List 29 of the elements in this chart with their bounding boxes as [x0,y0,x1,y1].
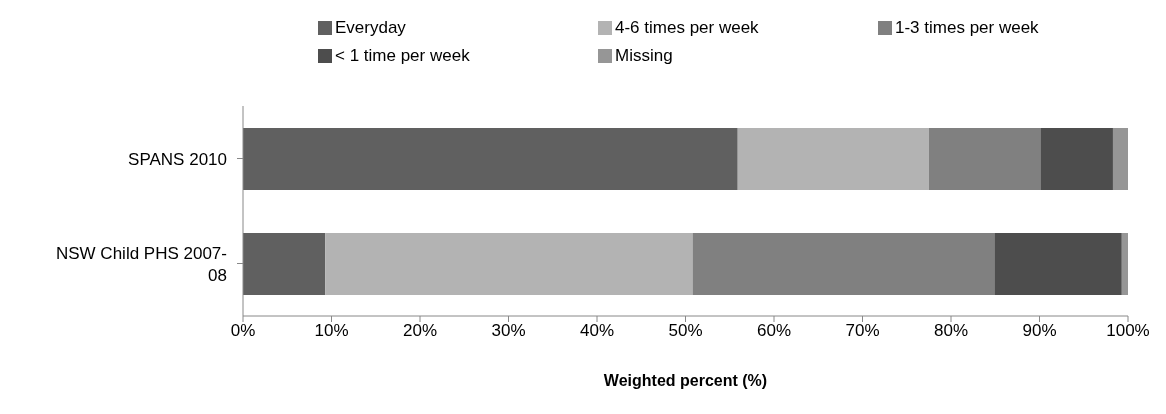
legend-label: Everyday [335,18,406,38]
x-tick-label: 90% [1022,321,1057,341]
x-tick-label: 30% [491,321,526,341]
bar [1112,128,1128,190]
x-tick-label: 10% [314,321,349,341]
legend-label: 4-6 times per week [615,18,759,38]
bar [325,233,693,295]
y-tick-label: SPANS 2010 [128,149,227,168]
x-tick-label: 20% [402,321,438,341]
bar [1121,233,1128,295]
bar [928,128,1041,190]
x-tick-label: 100% [1106,321,1150,341]
x-tick-label: 0% [230,321,256,341]
legend-label: Missing [615,46,673,66]
x-tick-label: 70% [845,321,880,341]
x-tick-label: 50% [668,321,703,341]
bar [994,233,1122,295]
legend-label: 1-3 times per week [895,18,1039,38]
x-tick-label: 40% [579,321,615,341]
bar [243,233,326,295]
x-tick-label: 60% [756,321,792,341]
y-tick-label: NSW Child PHS 2007-08 [55,243,227,284]
x-axis-title: Weighted percent (%) [603,372,768,389]
legend-label: < 1 time per week [335,46,470,66]
bar [692,233,995,295]
bar [243,128,738,190]
bar [1040,128,1113,190]
x-tick-label: 80% [933,321,969,341]
bar [737,128,929,190]
